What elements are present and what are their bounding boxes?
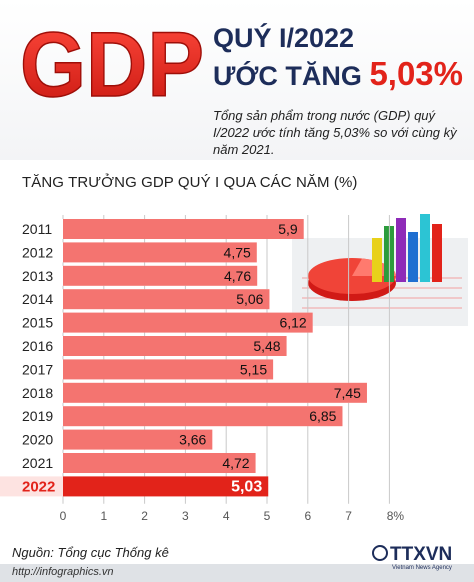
value-label: 4,75 <box>224 244 251 260</box>
value-label: 5,15 <box>240 361 267 377</box>
source-note: Nguồn: Tổng cục Thống kê <box>12 545 169 560</box>
ttxvn-emblem-icon <box>372 545 388 561</box>
value-label: 4,76 <box>224 268 251 284</box>
chart-title: TĂNG TRƯỞNG GDP QUÝ I QUA CÁC NĂM (%) <box>22 174 358 191</box>
value-label: 5,06 <box>236 291 263 307</box>
headline-line2-prefix: ƯỚC TĂNG <box>213 61 362 91</box>
value-label: 4,72 <box>222 455 249 471</box>
x-tick-label: 4 <box>223 509 230 523</box>
headline: QUÝ I/2022 ƯỚC TĂNG 5,03% <box>213 20 463 94</box>
bar-2018 <box>63 382 367 403</box>
category-label: 2020 <box>22 432 53 448</box>
category-label: 2012 <box>22 244 53 260</box>
bar-2020 <box>63 429 213 450</box>
bar-2014 <box>63 289 270 310</box>
value-label: 6,85 <box>309 408 336 424</box>
x-tick-label: 1 <box>100 509 107 523</box>
category-label: 2016 <box>22 338 53 354</box>
x-tick-label: 3 <box>182 509 189 523</box>
ttxvn-brand-sub: Vietnam News Agency <box>392 565 452 571</box>
headline-line2: ƯỚC TĂNG 5,03% <box>213 56 463 94</box>
gdp-logo-text: GDP <box>20 18 204 106</box>
category-label: 2017 <box>22 361 53 377</box>
category-label: 2014 <box>22 291 53 307</box>
chart-decoration-illustration <box>292 214 468 326</box>
bar-2012 <box>63 242 257 263</box>
bar-chart: 2011201220132014201520162017201820192020… <box>0 215 405 523</box>
x-tick-label: 8% <box>387 509 405 523</box>
value-label: 6,12 <box>279 315 306 331</box>
description: Tổng sản phẩm trong nước (GDP) quý I/202… <box>213 108 457 157</box>
category-label: 2013 <box>22 268 53 284</box>
value-label: 5,48 <box>253 338 280 354</box>
footer-url: http://infographics.vn <box>12 566 114 578</box>
category-label: 2021 <box>22 455 53 471</box>
bar-2021 <box>63 453 256 473</box>
value-label: 7,45 <box>334 385 361 401</box>
ttxvn-logo: TTXVN Vietnam News Agency <box>372 544 452 571</box>
footer-band <box>0 564 474 582</box>
headline-growth-value: 5,03% <box>369 55 464 92</box>
category-label: 2019 <box>22 408 53 424</box>
bar-2011 <box>63 219 304 239</box>
category-label: 2011 <box>22 221 52 237</box>
bar-2022 <box>63 476 269 497</box>
gdp-logo: GDP <box>19 18 205 106</box>
value-label: 3,66 <box>179 432 206 448</box>
x-tick-label: 2 <box>141 509 148 523</box>
bar-2016 <box>63 336 287 356</box>
x-tick-label: 7 <box>345 509 352 523</box>
bar-2017 <box>63 359 274 380</box>
category-label: 2018 <box>22 385 53 401</box>
ttxvn-brand: TTXVN <box>390 544 452 565</box>
headline-line1: QUÝ I/2022 <box>213 23 355 53</box>
bar-2015 <box>63 312 313 333</box>
bar-2013 <box>63 265 258 286</box>
x-tick-label: 6 <box>304 509 311 523</box>
header-background <box>0 0 474 160</box>
value-label: 5,9 <box>278 221 298 237</box>
category-label: 2015 <box>22 315 53 331</box>
x-tick-label: 0 <box>60 509 67 523</box>
bar-2019 <box>63 406 343 427</box>
category-label: 2022 <box>22 478 55 495</box>
x-tick-label: 5 <box>264 509 271 523</box>
value-label: 5,03 <box>231 478 262 495</box>
